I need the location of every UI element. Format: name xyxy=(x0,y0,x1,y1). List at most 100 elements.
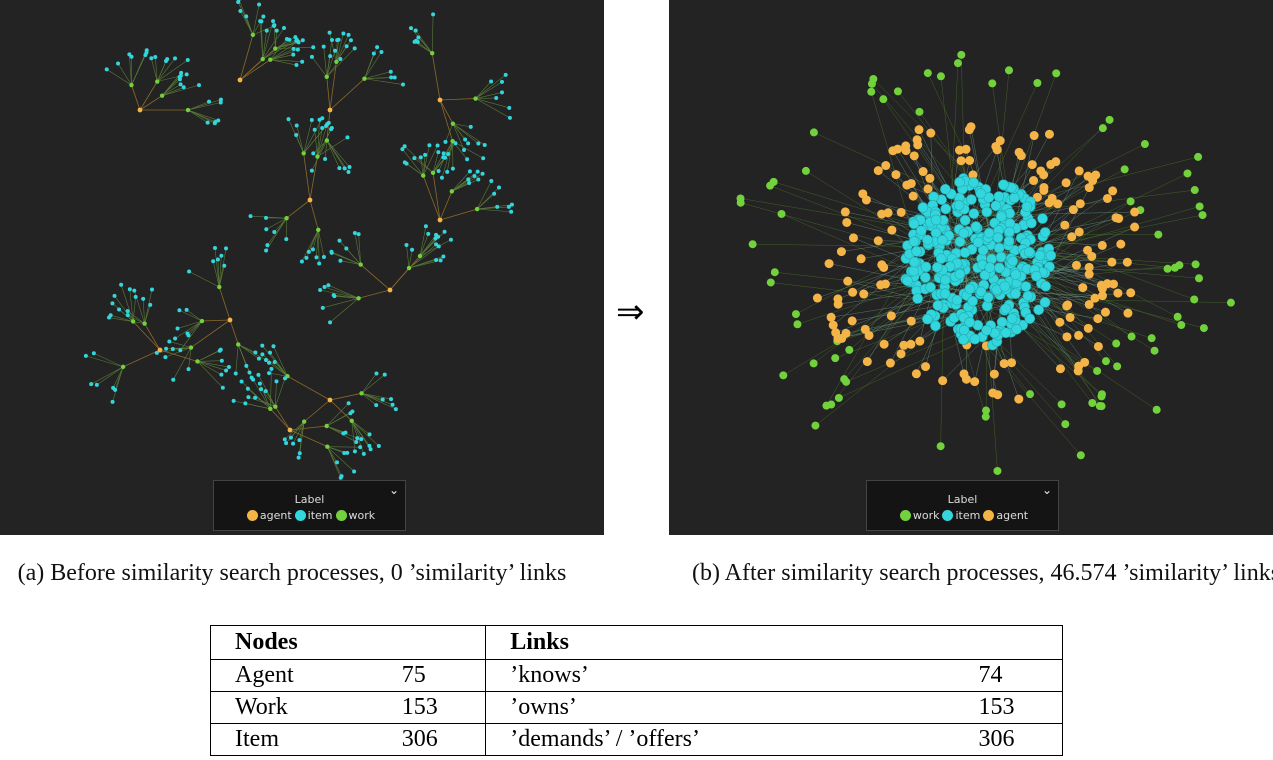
node xyxy=(906,339,916,349)
node xyxy=(296,455,301,460)
node xyxy=(1062,332,1072,342)
node xyxy=(862,357,872,367)
edge xyxy=(174,320,203,339)
node xyxy=(923,69,932,78)
edge xyxy=(419,239,452,257)
node xyxy=(404,243,409,248)
edge xyxy=(270,368,272,409)
legend-dot xyxy=(335,510,347,521)
node xyxy=(923,184,933,194)
node xyxy=(988,388,998,398)
node xyxy=(918,167,928,177)
node xyxy=(137,107,143,113)
edge xyxy=(432,172,441,221)
node xyxy=(509,202,514,207)
node xyxy=(1084,262,1094,272)
node xyxy=(443,139,448,144)
node xyxy=(120,364,126,370)
node xyxy=(404,161,409,166)
edge xyxy=(317,127,333,157)
node xyxy=(273,404,278,409)
node xyxy=(437,97,443,103)
node xyxy=(867,87,876,96)
node xyxy=(836,247,846,257)
edge xyxy=(275,381,277,407)
node xyxy=(828,320,838,330)
edge xyxy=(420,157,424,176)
table-cell: 153 xyxy=(978,691,1063,724)
node xyxy=(901,141,911,151)
node xyxy=(354,439,359,444)
node xyxy=(1034,250,1046,261)
node xyxy=(1083,323,1093,333)
node xyxy=(119,282,124,287)
node xyxy=(449,189,455,194)
node xyxy=(231,398,236,403)
node xyxy=(400,147,405,152)
node xyxy=(359,437,364,442)
node xyxy=(327,107,333,113)
node xyxy=(981,206,993,218)
edge xyxy=(106,69,132,86)
edge xyxy=(451,171,471,192)
edge xyxy=(408,246,439,269)
node xyxy=(196,83,201,88)
node xyxy=(1039,170,1049,180)
node xyxy=(936,72,945,81)
node xyxy=(150,287,155,292)
node xyxy=(1198,211,1207,220)
node xyxy=(389,75,394,80)
node xyxy=(809,128,818,137)
node xyxy=(937,234,948,246)
node xyxy=(247,370,252,375)
edge xyxy=(312,229,319,250)
edge xyxy=(475,81,492,99)
edge xyxy=(441,141,453,178)
dropdown-toggle[interactable]: ⌄ xyxy=(388,483,399,497)
node xyxy=(990,200,1002,212)
node xyxy=(1021,201,1033,212)
node xyxy=(375,45,380,50)
node xyxy=(465,157,470,162)
edge xyxy=(287,375,331,401)
table-cell: 306 xyxy=(401,723,487,756)
node xyxy=(958,227,970,239)
node xyxy=(1006,313,1018,324)
node xyxy=(935,253,947,264)
node xyxy=(347,165,352,170)
dropdown-toggle[interactable]: ⌄ xyxy=(1041,483,1052,497)
node xyxy=(361,451,366,456)
node xyxy=(212,121,217,126)
legend-dot xyxy=(246,510,258,521)
edge xyxy=(303,119,313,154)
node xyxy=(184,307,189,312)
node xyxy=(215,257,220,262)
node xyxy=(259,19,264,24)
node xyxy=(257,2,262,7)
node xyxy=(301,151,306,156)
edge xyxy=(317,127,323,157)
table-row: Item 306’demands’ / ’offers’ 306 xyxy=(209,723,1063,756)
table-cell: Agent xyxy=(209,659,402,692)
edge xyxy=(129,289,134,322)
node xyxy=(297,438,302,443)
node xyxy=(295,47,300,52)
node xyxy=(94,382,99,387)
legend-label: agent xyxy=(996,509,1029,522)
node xyxy=(908,236,920,247)
node xyxy=(125,309,130,314)
node xyxy=(222,263,227,268)
node xyxy=(1098,124,1107,133)
edge xyxy=(311,56,327,77)
node xyxy=(436,169,441,174)
node xyxy=(1004,66,1013,75)
node xyxy=(410,247,415,252)
node xyxy=(106,315,111,320)
node xyxy=(495,204,500,209)
node xyxy=(439,175,444,180)
legend-dot xyxy=(942,510,954,521)
node xyxy=(390,402,395,407)
node xyxy=(811,421,820,430)
edge xyxy=(327,446,355,472)
node xyxy=(861,195,871,205)
